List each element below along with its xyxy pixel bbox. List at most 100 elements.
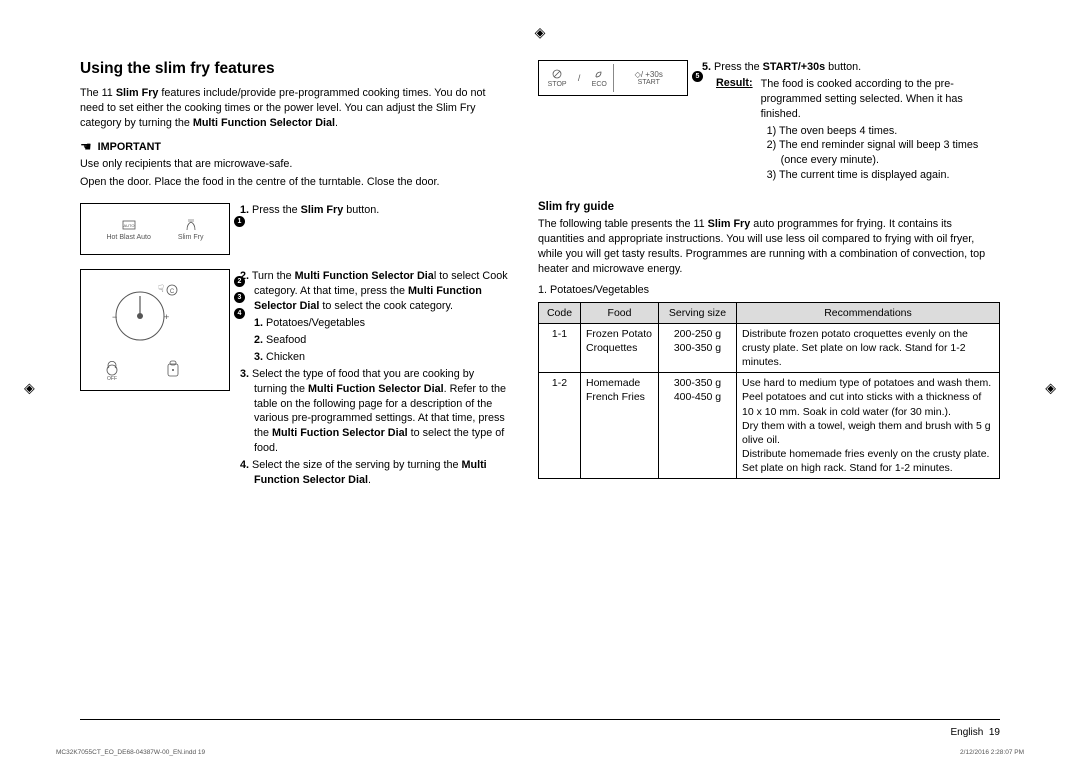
s4c: . bbox=[368, 474, 371, 486]
guide-table: Code Food Serving size Recommendations 1… bbox=[538, 302, 1000, 480]
r2-code: 1-2 bbox=[539, 373, 581, 479]
s3d: Multi Fuction Selector Dial bbox=[272, 427, 408, 439]
illustration-panel-1: AUTO Hot Blast Auto Slim Fry 1 bbox=[80, 203, 230, 255]
i2n: 2. bbox=[254, 334, 263, 346]
step-2-inner: 1. Potatoes/Vegetables 2. Seafood 3. Chi… bbox=[254, 316, 510, 365]
cook-cat-3: 3. Chicken bbox=[254, 350, 510, 365]
footer-right: 2/12/2016 2:28:07 PM bbox=[960, 749, 1024, 756]
s5c: button. bbox=[825, 61, 861, 73]
plus30-label: / +30s bbox=[641, 70, 663, 79]
footer-rule bbox=[80, 719, 1000, 720]
important-label: IMPORTANT bbox=[98, 141, 161, 153]
plus30-row: ◇/ +30s bbox=[635, 70, 663, 79]
important-line-2: Open the door. Place the food in the cen… bbox=[80, 175, 510, 190]
s2e: to select the cook category. bbox=[319, 300, 453, 312]
s5n: 5. bbox=[702, 61, 711, 73]
s4n: 4. bbox=[240, 459, 249, 471]
rs1: The oven beeps 4 times. bbox=[779, 125, 897, 137]
slash: / bbox=[578, 73, 581, 83]
table-row: 1-1 Frozen Potato Croquettes 200-250 g 3… bbox=[539, 323, 1000, 373]
rs2: The end reminder signal will beep 3 time… bbox=[779, 139, 978, 166]
result-sub-1: 1) The oven beeps 4 times. bbox=[767, 124, 1000, 139]
s3n: 3. bbox=[240, 368, 249, 380]
r2-size: 300-350 g 400-450 g bbox=[659, 373, 737, 479]
step-2-row: − + ☟ C OFF 2 3 4 2. Turn the Multi Func… bbox=[80, 269, 510, 489]
step-234-text: 2. Turn the Multi Function Selector Dial… bbox=[240, 269, 510, 489]
start-inner: ◇/ +30s START bbox=[635, 70, 663, 86]
panel-1-inner: AUTO Hot Blast Auto Slim Fry 1 bbox=[87, 210, 223, 248]
stop-label: STOP bbox=[548, 81, 567, 88]
r2-food: Homemade French Fries bbox=[581, 373, 659, 479]
result-row: Result: The food is cooked according to … bbox=[716, 77, 1000, 183]
badge-5: 5 bbox=[692, 71, 703, 82]
s5a: Press the bbox=[714, 61, 763, 73]
illustration-dial: − + ☟ C OFF 2 3 4 bbox=[80, 269, 230, 391]
rs1n: 1) bbox=[767, 125, 777, 137]
i3: Chicken bbox=[266, 351, 305, 363]
i3n: 3. bbox=[254, 351, 263, 363]
step-5-text: 5. Press the START/+30s button. Result: … bbox=[702, 60, 1000, 183]
step1-b: Slim Fry bbox=[301, 204, 344, 216]
eco-icon bbox=[593, 69, 605, 79]
cook-cat-1: 1. Potatoes/Vegetables bbox=[254, 316, 510, 331]
page-number: English 19 bbox=[951, 727, 1001, 738]
dial-svg: − + ☟ C OFF bbox=[90, 276, 220, 384]
important-line-1: Use only recipients that are microwave-s… bbox=[80, 157, 510, 172]
svg-text:OFF: OFF bbox=[107, 376, 117, 382]
eco-block: ECO bbox=[592, 69, 607, 88]
footer-page: 19 bbox=[989, 727, 1000, 738]
panel-hotblast: AUTO Hot Blast Auto bbox=[106, 218, 150, 241]
step1-c: button. bbox=[343, 204, 379, 216]
table-header-row: Code Food Serving size Recommendations bbox=[539, 302, 1000, 323]
s2b: Multi Function Selector Dia bbox=[295, 270, 434, 282]
r1-code: 1-1 bbox=[539, 323, 581, 373]
illustration-panel-2: STOP / ECO ◇/ +30s START bbox=[538, 60, 688, 183]
svg-text:+: + bbox=[164, 312, 169, 322]
result-sub-3: 3) The current time is displayed again. bbox=[767, 168, 1000, 183]
svg-text:C: C bbox=[170, 289, 175, 295]
guide-section: 1. Potatoes/Vegetables bbox=[538, 283, 1000, 298]
intro-text: The 11 Slim Fry features include/provide… bbox=[80, 86, 510, 131]
intro-d: Multi Function Selector Dial bbox=[193, 117, 335, 129]
hand-icon: ☚ bbox=[80, 139, 92, 155]
svg-text:☟: ☟ bbox=[158, 284, 164, 295]
r1-food: Frozen Potato Croquettes bbox=[581, 323, 659, 373]
result-block: Result: The food is cooked according to … bbox=[702, 77, 1000, 183]
r2-rec: Use hard to medium type of potatoes and … bbox=[737, 373, 1000, 479]
svg-text:AUTO: AUTO bbox=[123, 223, 134, 228]
s5b: START/+30s bbox=[763, 61, 826, 73]
start-label: START bbox=[635, 79, 663, 86]
i1n: 1. bbox=[254, 317, 263, 329]
step-5-item: 5. Press the START/+30s button. bbox=[702, 60, 1000, 75]
important-row: ☚ IMPORTANT bbox=[80, 139, 510, 155]
badge-1: 1 bbox=[234, 216, 245, 227]
r1-rec: Distribute frozen potato croquettes even… bbox=[737, 323, 1000, 373]
s2a: Turn the bbox=[252, 270, 295, 282]
col-code: Code bbox=[539, 302, 581, 323]
footer-left: MC32K7055CT_EO_DE68-04387W-00_EN.indd 19 bbox=[56, 749, 205, 756]
hotblast-icon: AUTO bbox=[121, 218, 137, 232]
step-3-item: 3. Select the type of food that you are … bbox=[240, 367, 510, 456]
page-title: Using the slim fry features bbox=[80, 60, 510, 78]
panel-hotblast-label: Hot Blast Auto bbox=[106, 234, 150, 241]
step-1-num: 1. bbox=[240, 204, 249, 216]
intro-a: The 11 bbox=[80, 87, 116, 99]
col-rec: Recommendations bbox=[737, 302, 1000, 323]
step-1-row: AUTO Hot Blast Auto Slim Fry 1 1. Press … bbox=[80, 203, 510, 255]
intro-e: . bbox=[335, 117, 338, 129]
svg-text:−: − bbox=[112, 312, 117, 322]
s3b: Multi Fuction Selector Dial bbox=[308, 383, 444, 395]
panel-2-box: STOP / ECO ◇/ +30s START bbox=[538, 60, 688, 96]
i1: Potatoes/Vegetables bbox=[266, 317, 365, 329]
crop-mark-left: ◈ bbox=[24, 380, 35, 397]
intro-b: Slim Fry bbox=[116, 87, 159, 99]
panel-slimfry-label: Slim Fry bbox=[178, 234, 204, 241]
start-block: ◇/ +30s START bbox=[614, 64, 685, 92]
guide-heading: Slim fry guide bbox=[538, 201, 1000, 213]
slimfry-icon bbox=[183, 218, 199, 232]
stop-block: STOP bbox=[548, 69, 567, 88]
col-size: Serving size bbox=[659, 302, 737, 323]
rs3n: 3) bbox=[767, 169, 777, 181]
r1-size: 200-250 g 300-350 g bbox=[659, 323, 737, 373]
i2: Seafood bbox=[266, 334, 306, 346]
